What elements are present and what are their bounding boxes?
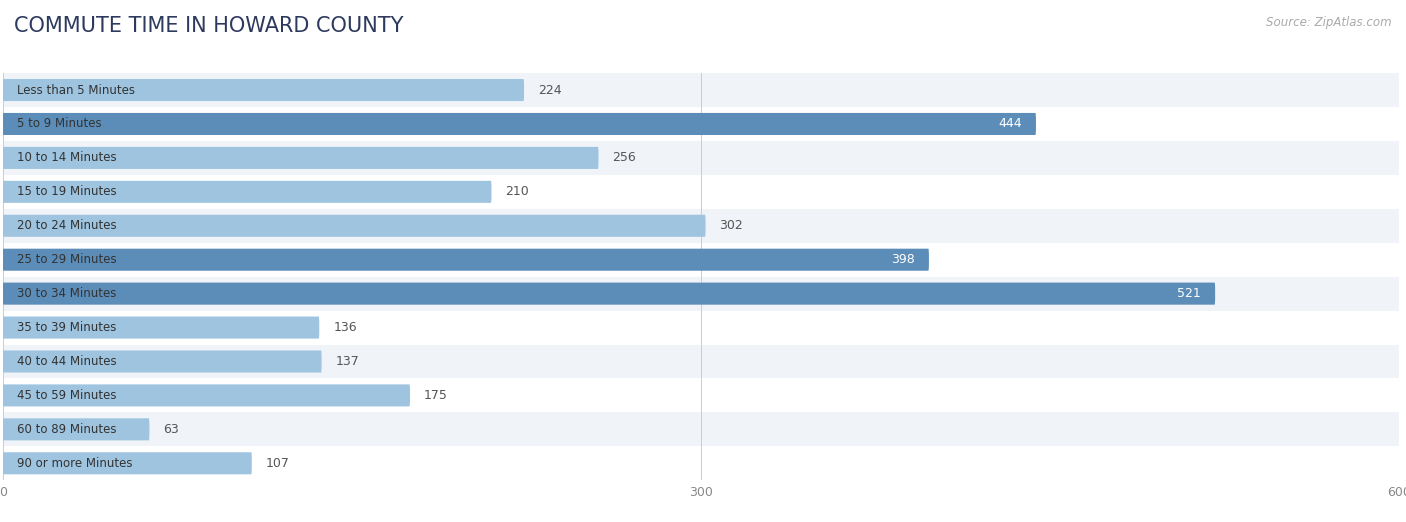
Text: 107: 107 [266,457,290,470]
Text: 256: 256 [613,151,637,164]
Text: 35 to 39 Minutes: 35 to 39 Minutes [17,321,117,334]
Text: 63: 63 [163,423,179,436]
Text: 398: 398 [891,253,915,266]
Text: 45 to 59 Minutes: 45 to 59 Minutes [17,389,117,402]
Bar [3,141,1399,175]
FancyBboxPatch shape [3,418,149,441]
Bar [3,209,1399,243]
Text: 60 to 89 Minutes: 60 to 89 Minutes [17,423,117,436]
FancyBboxPatch shape [3,282,1215,305]
Text: 10 to 14 Minutes: 10 to 14 Minutes [17,151,117,164]
Text: 137: 137 [336,355,360,368]
Text: 210: 210 [505,185,529,198]
Text: 175: 175 [425,389,449,402]
FancyBboxPatch shape [3,215,706,237]
Text: 521: 521 [1177,287,1201,300]
FancyBboxPatch shape [3,350,322,373]
Text: 5 to 9 Minutes: 5 to 9 Minutes [17,117,101,130]
Bar [3,345,1399,378]
Bar [3,277,1399,311]
FancyBboxPatch shape [3,248,929,271]
Bar [3,378,1399,412]
Bar [3,243,1399,277]
Text: 90 or more Minutes: 90 or more Minutes [17,457,132,470]
FancyBboxPatch shape [3,79,524,101]
Bar [3,73,1399,107]
Text: Less than 5 Minutes: Less than 5 Minutes [17,84,135,97]
Bar [3,311,1399,345]
FancyBboxPatch shape [3,316,319,339]
FancyBboxPatch shape [3,452,252,474]
Text: 302: 302 [720,219,744,232]
FancyBboxPatch shape [3,384,411,407]
Text: 444: 444 [998,117,1022,130]
Bar [3,412,1399,446]
Text: Source: ZipAtlas.com: Source: ZipAtlas.com [1267,16,1392,29]
Text: 224: 224 [538,84,561,97]
Bar [3,175,1399,209]
Bar [3,446,1399,480]
Text: 25 to 29 Minutes: 25 to 29 Minutes [17,253,117,266]
Text: 20 to 24 Minutes: 20 to 24 Minutes [17,219,117,232]
FancyBboxPatch shape [3,147,599,169]
Text: 15 to 19 Minutes: 15 to 19 Minutes [17,185,117,198]
Bar [3,107,1399,141]
Text: 40 to 44 Minutes: 40 to 44 Minutes [17,355,117,368]
FancyBboxPatch shape [3,181,492,203]
FancyBboxPatch shape [3,113,1036,135]
Text: 30 to 34 Minutes: 30 to 34 Minutes [17,287,117,300]
Text: COMMUTE TIME IN HOWARD COUNTY: COMMUTE TIME IN HOWARD COUNTY [14,16,404,35]
Text: 136: 136 [333,321,357,334]
